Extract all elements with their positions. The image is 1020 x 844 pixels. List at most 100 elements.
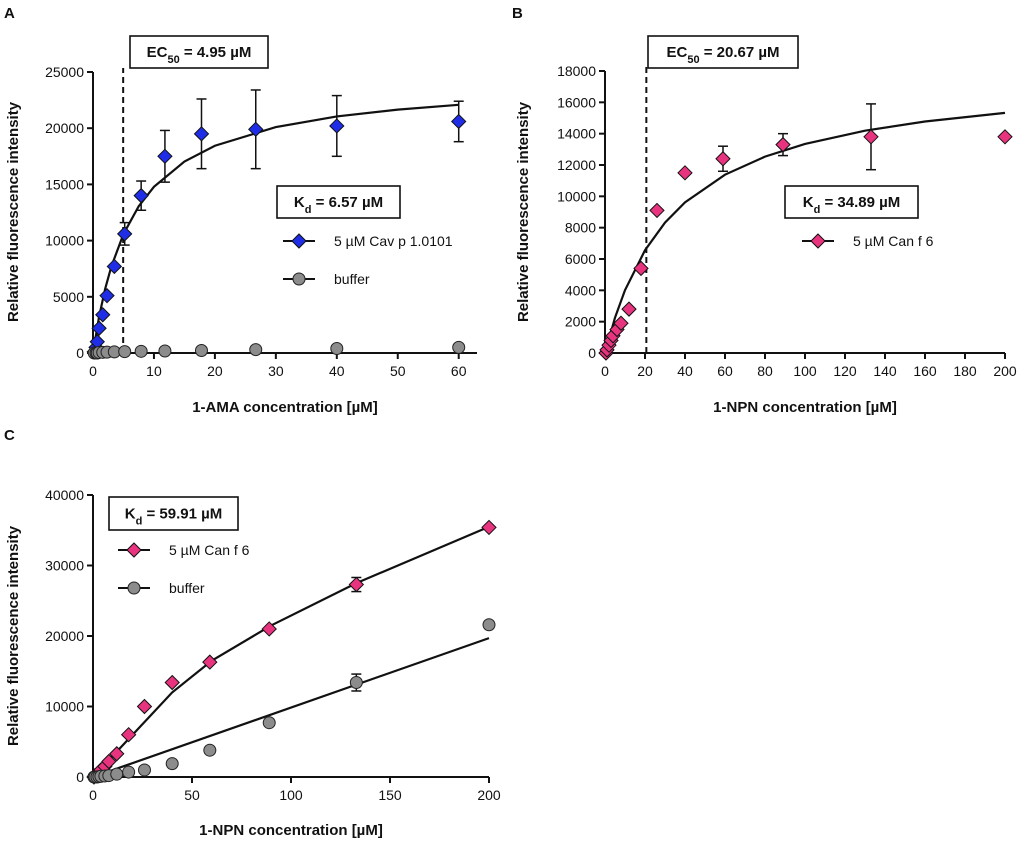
circle-marker: [349, 676, 363, 690]
x-tick-label: 100: [279, 787, 303, 803]
diamond-marker: [481, 519, 497, 536]
legend-marker: [291, 233, 307, 249]
kd-label: Kd = 6.57 µM: [294, 194, 383, 216]
y-tick-label: 10000: [557, 188, 596, 204]
fit-curve: [603, 111, 1006, 354]
x-tick-label: 80: [757, 363, 773, 379]
diamond-marker: [164, 674, 180, 691]
x-tick-label: 40: [329, 363, 345, 379]
diamond-marker: [863, 129, 879, 145]
y-tick-label: 2000: [565, 314, 596, 330]
circle-marker: [110, 767, 124, 781]
x-tick-label: 200: [477, 787, 501, 803]
diamond-marker: [202, 654, 218, 670]
circle-marker: [452, 340, 466, 354]
diamond-marker: [116, 226, 133, 242]
x-tick-label: 100: [793, 363, 817, 379]
diamond-marker: [997, 129, 1013, 145]
x-tick-label: 50: [184, 787, 200, 803]
kd-rest: = 34.89 µM: [820, 194, 900, 211]
legend-label: buffer: [169, 580, 205, 596]
y-tick-label: 20000: [45, 120, 84, 136]
circle-marker: [137, 763, 151, 777]
diamond-marker: [649, 202, 665, 219]
circle-marker: [482, 618, 496, 632]
legend-marker: [292, 272, 306, 286]
x-axis-title: 1-AMA concentration [µM]: [192, 399, 378, 416]
x-tick-label: 140: [873, 363, 897, 379]
diamond-marker: [261, 621, 277, 637]
x-tick-label: 10: [146, 363, 162, 379]
diamond-marker: [136, 698, 153, 715]
x-tick-label: 0: [601, 363, 609, 379]
circle-marker: [165, 757, 179, 771]
ec50-box: [647, 35, 799, 69]
circle-marker: [118, 345, 132, 359]
diamond-marker: [106, 258, 123, 275]
diamond-marker: [613, 315, 629, 331]
x-tick-label: 150: [378, 787, 402, 803]
panel-letter: C: [4, 427, 15, 444]
kd-box: [784, 185, 919, 219]
circle-marker: [122, 765, 136, 779]
x-axis-title: 1-NPN concentration [µM]: [713, 399, 897, 416]
x-tick-label: 20: [637, 363, 653, 379]
kd-sub: d: [305, 204, 312, 216]
y-axis-title: Relative fluorescence intensity: [5, 525, 22, 746]
legend-label: buffer: [334, 271, 370, 287]
ec50-box: [129, 35, 269, 69]
kd-rest: = 6.57 µM: [311, 194, 383, 211]
diamond-marker: [101, 753, 117, 770]
y-tick-label: 20000: [45, 628, 84, 644]
diamond-marker: [120, 726, 137, 743]
diamond-marker: [348, 576, 365, 593]
ec50-sub: 50: [167, 54, 179, 66]
diamond-marker: [715, 151, 731, 167]
y-tick-label: 10000: [45, 233, 84, 249]
y-tick-label: 12000: [557, 157, 596, 173]
circle-marker: [203, 743, 217, 757]
diamond-marker: [451, 113, 467, 130]
x-tick-label: 0: [89, 363, 97, 379]
y-tick-label: 8000: [565, 220, 596, 236]
x-tick-label: 180: [953, 363, 977, 379]
x-tick-label: 120: [833, 363, 857, 379]
legend-marker: [126, 542, 142, 558]
diamond-marker: [91, 320, 107, 336]
x-tick-label: 40: [677, 363, 693, 379]
y-tick-label: 16000: [557, 94, 596, 110]
legend-label: 5 µM Can f 6: [169, 542, 250, 558]
diamond-marker: [109, 746, 125, 762]
fit-curve: [92, 637, 490, 779]
circle-marker: [330, 342, 344, 356]
diamond-marker: [621, 301, 637, 317]
kd-sub: d: [136, 516, 143, 528]
diamond-marker: [95, 307, 111, 323]
ec50-main: EC: [666, 44, 687, 61]
panel-letter: B: [512, 5, 523, 22]
diamond-marker: [633, 260, 649, 277]
kd-label: Kd = 34.89 µM: [803, 194, 901, 216]
y-tick-label: 18000: [557, 63, 596, 79]
kd-rest: = 59.91 µM: [142, 506, 222, 523]
kd-label: Kd = 59.91 µM: [125, 506, 223, 528]
ec50-label: EC50 = 20.67 µM: [666, 44, 779, 66]
circle-marker: [262, 716, 276, 730]
y-tick-label: 14000: [557, 126, 596, 142]
x-tick-label: 160: [913, 363, 937, 379]
x-tick-label: 60: [717, 363, 733, 379]
y-tick-label: 6000: [565, 251, 596, 267]
y-tick-label: 30000: [45, 558, 84, 574]
x-axis-title: 1-NPN concentration [µM]: [199, 822, 383, 839]
kd-sub: d: [814, 204, 821, 216]
y-tick-label: 25000: [45, 64, 84, 80]
y-tick-label: 0: [588, 345, 596, 361]
ec50-rest: = 20.67 µM: [700, 44, 780, 61]
y-axis-title: Relative fluorescence intensity: [5, 101, 22, 322]
ec50-label: EC50 = 4.95 µM: [147, 44, 252, 66]
y-tick-label: 10000: [45, 699, 84, 715]
ec50-sub: 50: [687, 54, 699, 66]
diamond-marker: [157, 148, 173, 165]
diamond-marker: [133, 187, 149, 204]
